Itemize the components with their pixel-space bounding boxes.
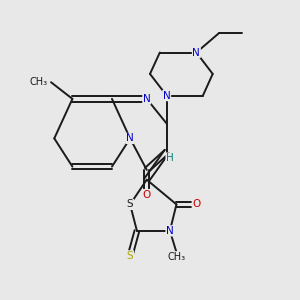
Text: N: N <box>193 47 200 58</box>
Text: H: H <box>166 153 174 163</box>
Text: O: O <box>192 200 200 209</box>
Text: S: S <box>127 251 134 261</box>
Text: N: N <box>163 91 170 100</box>
Text: O: O <box>142 190 151 200</box>
Text: N: N <box>126 134 134 143</box>
Text: CH₃: CH₃ <box>167 252 185 262</box>
Text: N: N <box>143 94 151 104</box>
Text: S: S <box>127 200 134 209</box>
Text: CH₃: CH₃ <box>30 77 48 87</box>
Text: N: N <box>166 226 174 236</box>
